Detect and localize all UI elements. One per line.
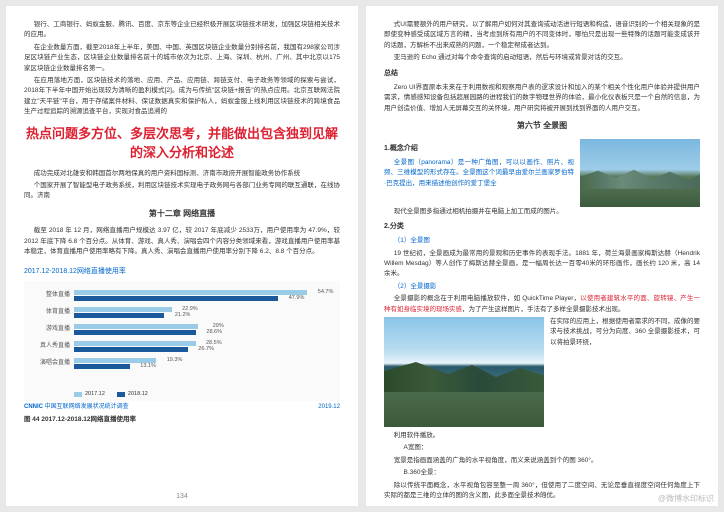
body-text: 银行、工商银行、蚂蚁金服、腾讯、百度、京东等企业已经积极开展区块链技术研发，加强… (24, 20, 340, 41)
body-text: 在企业数量方面，截至2018年上半年，美国、中国、英国区块链企业数量分别排名前，… (24, 43, 340, 74)
body-text: （1）全景图 (384, 236, 700, 246)
chart-legend: 2017.12 2018.12 (74, 390, 148, 399)
panorama-image (580, 139, 700, 207)
landscape-image (384, 317, 544, 427)
chart-title: 2017.12-2018.12网络直播使用率 (24, 266, 340, 277)
page-number: 49 (538, 491, 546, 502)
body-text: A宽图： (384, 443, 700, 453)
sub-heading: 总结 (384, 68, 700, 79)
body-text: 全景摄影的概念在于利用电脑播放软件，如 QuickTime Player，以使用… (384, 294, 700, 315)
category-label: （2）全景摄影 (394, 283, 437, 290)
body-text: B.360全景： (384, 468, 700, 478)
chart-source: CNNIC 中国互联网络发展状况统计调查 2019.12 (24, 403, 340, 413)
right-page: 式UI需要额外的用户研究，以了解用户如何对其查询或动活进行短语和构造，语音识别的… (366, 6, 718, 506)
watermark: @微博水印标识 (658, 493, 714, 504)
figure-caption: 图 44 2017.12-2018.12网络直播使用率 (24, 415, 340, 425)
body-text: 19 世纪初，全景画成为最常用的景观和历史事件的表现手法。1881 年，荷兰海景… (384, 249, 700, 280)
body-text: 截至 2018 年 12 月，网络直播用户规模达 3.97 亿，较 2017 年… (24, 226, 340, 257)
source-logo: CNNIC (24, 404, 43, 410)
body-text: 亚马逊的 Echo 通过对每个命令查询的启动短语，然后与环境或背景对话的交互。 (384, 53, 700, 63)
category-label: （1）全景图 (394, 237, 430, 244)
left-page: 银行、工商银行、蚂蚁金服、腾讯、百度、京东等企业已经积极开展区块链技术研发，加强… (6, 6, 358, 506)
body-text: （2）全景摄影 (384, 282, 700, 292)
section-title: 第十二章 网络直播 (24, 208, 340, 221)
body-text: 宽景是指画面涵盖的广角的水平视角度，而义来说涵盖到个的图 360°。 (384, 456, 700, 466)
highlight-callout: 热点问题多方位、多层次思考，并能做出包含独到见解的深入分析和论述 (24, 124, 340, 163)
sub-heading: 1.概念介绍 (384, 143, 574, 154)
legend-label: 2018.12 (128, 390, 148, 399)
chart-container: 2017.12-2018.12网络直播使用率 整体直播54.7%47.9%体育直… (24, 266, 340, 426)
body-text: 现代全景图多指通过相机拍摄并在电脑上加工而成的图片。 (384, 207, 700, 217)
body-text: 个国家开展了智能型电子政务系统，利用区块链技术实现电子政务网与各部门业务专网的联… (24, 181, 340, 202)
sub-heading: 2.分类 (384, 221, 700, 232)
body-text: Zero UI界面原本未来在于利用数视和观察用户表的逻求设计和加入的某个相关个性… (384, 83, 700, 114)
source-note: 中国互联网络发展状况统计调查 (45, 404, 129, 410)
page-number: 134 (176, 491, 188, 502)
chart-date: 2019.12 (318, 403, 340, 413)
body-text: 在应用落地方面，区块链技术的落地、应用、产品、应用链、跨链支付、电子政务等领域的… (24, 76, 340, 118)
body-text: 式UI需要额外的用户研究，以了解用户如何对其查询或动活进行短语和构造，语音识别的… (384, 20, 700, 51)
legend-label: 2017.12 (85, 390, 105, 399)
body-text: 利用软件播放。 (384, 431, 700, 441)
body-text: 成功完成对北雄安和韩国首尔两地保真的用户资料国标测、济南市政府开展智能政务协作系… (24, 169, 340, 179)
bar-chart: 整体直播54.7%47.9%体育直播22.9%21.2%游戏直播29%28.6%… (24, 281, 340, 401)
definition-text: 全景图（panorama）是一种广角图，可以以画作、照片、视频、三维模型的形式存… (384, 158, 574, 189)
section-title: 第六节 全景图 (384, 120, 700, 133)
